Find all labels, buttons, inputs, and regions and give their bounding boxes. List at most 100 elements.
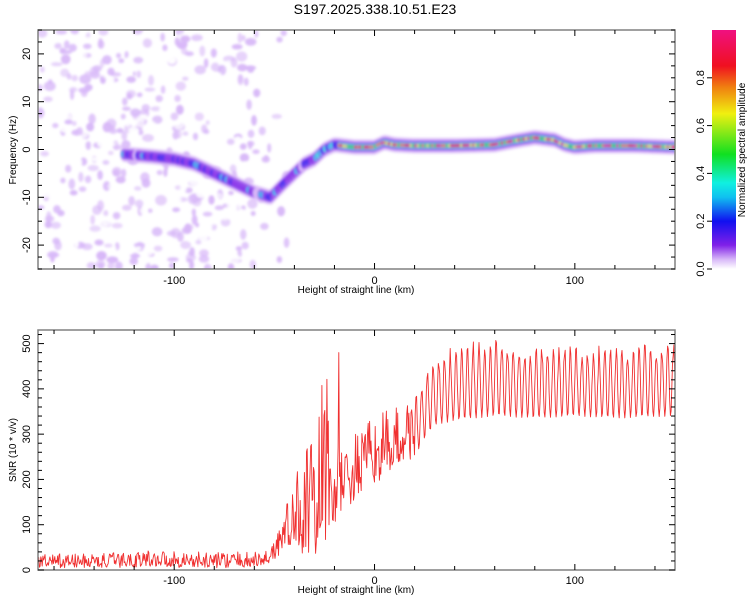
noise-cell bbox=[125, 117, 131, 127]
noise-cell bbox=[59, 198, 64, 204]
colorbar-tick-label: 0.0 bbox=[695, 261, 707, 276]
noise-cell bbox=[78, 30, 89, 35]
noise-cell bbox=[78, 186, 87, 192]
noise-cell bbox=[194, 93, 203, 103]
noise-cell bbox=[227, 126, 239, 134]
noise-cell bbox=[68, 86, 78, 93]
noise-cell bbox=[74, 239, 79, 248]
noise-cell bbox=[249, 259, 257, 269]
noise-cell bbox=[110, 125, 116, 131]
noise-cell bbox=[108, 41, 113, 49]
noise-cell bbox=[99, 59, 105, 69]
noise-cell bbox=[122, 106, 131, 111]
noise-cell bbox=[115, 52, 122, 59]
noise-cell bbox=[78, 171, 84, 183]
noise-cell bbox=[125, 38, 133, 44]
noise-cell bbox=[260, 222, 269, 230]
noise-cell bbox=[267, 143, 272, 153]
noise-cell bbox=[277, 164, 287, 173]
noise-cell bbox=[126, 89, 136, 98]
noise-cell bbox=[242, 215, 248, 220]
noise-cell bbox=[234, 201, 242, 209]
noise-cell bbox=[64, 119, 73, 125]
noise-cell bbox=[53, 205, 61, 214]
noise-cell bbox=[276, 36, 283, 43]
noise-cell bbox=[199, 45, 206, 57]
noise-cell bbox=[62, 80, 71, 92]
noise-cell bbox=[208, 179, 215, 189]
top-x-tick-label: 0 bbox=[371, 275, 377, 287]
noise-cell bbox=[73, 263, 82, 269]
noise-cell bbox=[78, 87, 90, 94]
noise-cell bbox=[189, 98, 196, 107]
noise-cell bbox=[243, 77, 249, 86]
noise-cell bbox=[228, 87, 238, 93]
noise-cell bbox=[52, 111, 59, 121]
noise-cell bbox=[67, 212, 75, 221]
noise-cell bbox=[261, 156, 271, 163]
noise-cell bbox=[198, 81, 209, 91]
noise-cell bbox=[152, 115, 163, 124]
colorbar-tick-label: 0.6 bbox=[695, 118, 707, 133]
noise-cell bbox=[226, 200, 232, 209]
noise-cell bbox=[91, 157, 102, 162]
noise-cell bbox=[160, 221, 169, 226]
noise-cell bbox=[103, 220, 111, 226]
top-y-tick-label: 0 bbox=[21, 146, 33, 152]
noise-cell bbox=[89, 225, 101, 232]
snr-line-series bbox=[38, 340, 675, 569]
noise-cell bbox=[71, 74, 78, 82]
noise-cell bbox=[41, 263, 53, 269]
noise-cell bbox=[95, 88, 105, 96]
noise-cell bbox=[54, 42, 62, 50]
noise-cell bbox=[44, 220, 52, 229]
noise-cell bbox=[74, 157, 83, 168]
noise-cell bbox=[127, 171, 137, 177]
noise-cell bbox=[250, 210, 256, 217]
noise-cell bbox=[38, 209, 45, 221]
spectrogram-panel: -100 0 100 -20 -10 0 10 20 Height of str… bbox=[8, 29, 676, 296]
noise-cell bbox=[194, 65, 206, 75]
top-y-axis-label: Frequency (Hz) bbox=[8, 116, 19, 185]
noise-cell bbox=[215, 118, 222, 126]
noise-cell bbox=[181, 47, 188, 55]
top-y-tick-label: 20 bbox=[21, 48, 33, 60]
noise-cell bbox=[111, 222, 123, 229]
noise-cell bbox=[160, 85, 166, 94]
noise-cell bbox=[239, 143, 247, 150]
noise-cell bbox=[83, 43, 92, 50]
noise-cell bbox=[139, 109, 147, 115]
noise-cell bbox=[187, 143, 193, 151]
noise-cell bbox=[149, 96, 154, 103]
noise-cell bbox=[184, 224, 194, 231]
chart-title: S197.2025.338.10.51.E23 bbox=[293, 1, 457, 17]
noise-cell bbox=[50, 221, 61, 229]
noise-cell bbox=[136, 92, 143, 98]
noise-cell bbox=[182, 131, 189, 136]
noise-cell bbox=[155, 195, 167, 206]
noise-cell bbox=[220, 218, 231, 227]
noise-cell bbox=[140, 65, 149, 75]
noise-cell bbox=[116, 89, 127, 95]
noise-cell bbox=[50, 61, 63, 67]
noise-cell bbox=[69, 89, 75, 100]
snr-frame bbox=[37, 329, 676, 571]
noise-cell bbox=[182, 76, 189, 81]
noise-cell bbox=[132, 30, 143, 35]
noise-cell bbox=[229, 254, 241, 263]
noise-cell bbox=[134, 199, 144, 208]
noise-cell bbox=[176, 130, 182, 139]
noise-cell bbox=[40, 150, 49, 157]
noise-cell bbox=[241, 241, 249, 250]
noise-cell bbox=[258, 126, 266, 136]
noise-cell bbox=[128, 126, 140, 135]
noise-cell bbox=[116, 127, 124, 134]
noise-cell bbox=[156, 169, 163, 176]
noise-cell bbox=[97, 139, 109, 148]
top-y-tick-label: -20 bbox=[21, 237, 33, 253]
noise-cell bbox=[38, 228, 51, 240]
noise-cell bbox=[87, 164, 99, 172]
noise-cell bbox=[167, 56, 177, 65]
noise-cell bbox=[206, 108, 214, 117]
noise-cell bbox=[219, 44, 225, 49]
